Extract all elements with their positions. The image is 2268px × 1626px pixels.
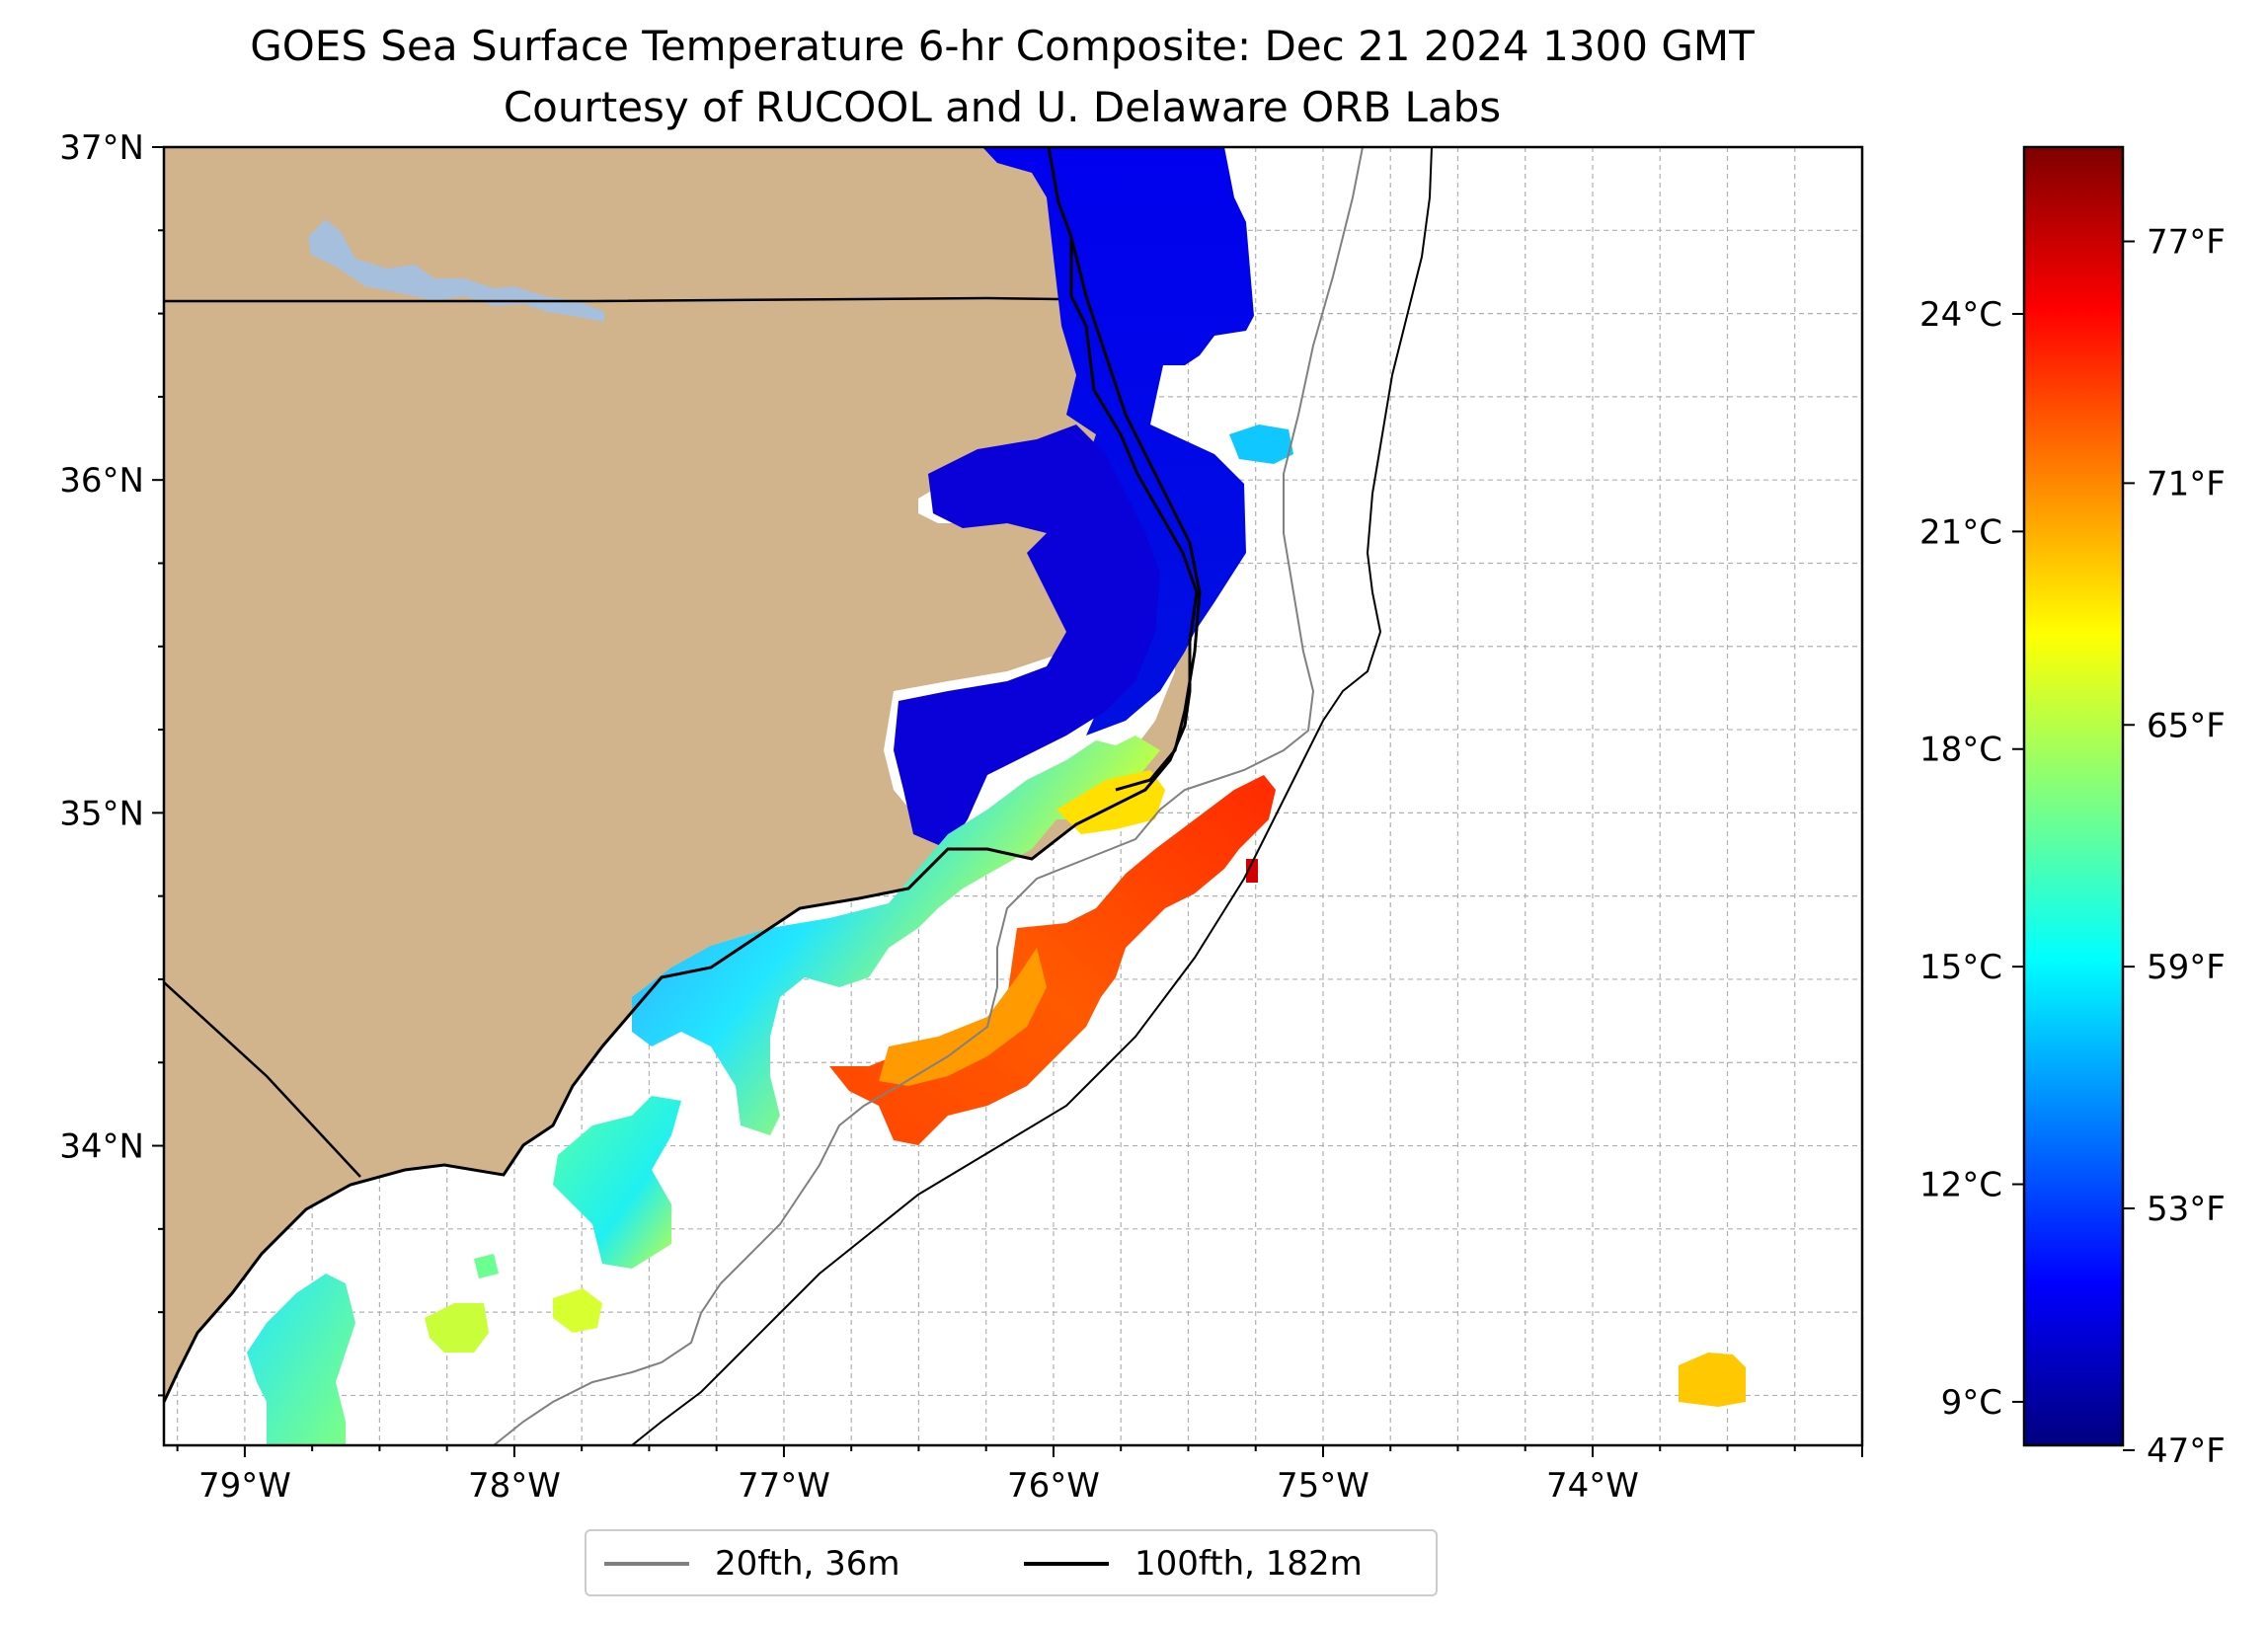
map-frame xyxy=(162,145,1864,1447)
celsius-tick-label: 15°C xyxy=(1919,948,2002,987)
fahrenheit-tick-label: 77°F xyxy=(2147,223,2226,263)
sst-gulf-fleck xyxy=(1246,859,1258,883)
state-border-nc-sc xyxy=(164,981,361,1178)
land-mass xyxy=(164,147,1197,1402)
y-tick-label: 35°N xyxy=(59,794,144,833)
y-tick-label: 34°N xyxy=(59,1127,144,1167)
fahrenheit-tick-label: 47°F xyxy=(2147,1432,2226,1471)
sst-capelookout-yellow xyxy=(1056,770,1165,834)
celsius-tick-label: 21°C xyxy=(1919,512,2002,552)
fahrenheit-tick-label: 59°F xyxy=(2147,948,2226,987)
legend: 20fth, 36m 100fth, 182m xyxy=(585,1529,1438,1596)
colorbar-ticks: 24°C 21°C 18°C 15°C 12°C 9°C 77°F 71°F 65°F 59°F 5… xyxy=(1919,223,2226,1471)
x-tick-label: 76°W xyxy=(1007,1466,1100,1506)
chart-title: GOES Sea Surface Temperature 6-hr Compos… xyxy=(250,22,1755,70)
celsius-tick-label: 24°C xyxy=(1919,295,2002,335)
sst-patch-south-a xyxy=(247,1274,355,1445)
x-tick-label: 74°W xyxy=(1546,1466,1639,1506)
celsius-tick-label: 12°C xyxy=(1919,1166,2002,1205)
fahrenheit-tick-label: 53°F xyxy=(2147,1190,2226,1229)
albemarle-lake xyxy=(308,219,604,322)
sst-patch-south-d xyxy=(474,1254,499,1278)
legend-swatch-100fth xyxy=(1024,1562,1109,1566)
sst-patch-south-b xyxy=(425,1303,489,1353)
sst-shelf-plume xyxy=(632,736,1160,1135)
celsius-tick-label: 18°C xyxy=(1919,731,2002,770)
y-tick-label: 36°N xyxy=(59,461,144,501)
isobath-100fth xyxy=(631,147,1433,1445)
sst-north-shelf xyxy=(982,147,1254,736)
y-tick-label: 37°N xyxy=(59,128,144,168)
legend-item-100fth: 100fth, 182m xyxy=(1024,1543,1363,1585)
isobath-20fth xyxy=(493,147,1364,1445)
x-tick-label: 78°W xyxy=(468,1466,561,1506)
sst-patch-east xyxy=(1679,1353,1746,1407)
coastline xyxy=(164,147,1199,1403)
sst-gulf-plume-orange xyxy=(879,948,1047,1086)
fahrenheit-tick-label: 71°F xyxy=(2147,464,2226,503)
colorbar-gradient xyxy=(2022,145,2125,1447)
sst-patch-south-c xyxy=(553,1288,602,1333)
outer-banks xyxy=(1069,236,1202,792)
map-axis-ticks: 79°W 78°W 77°W 76°W 75°W 74°W 37°N 36°N 35°N 34°N xyxy=(59,128,1863,1506)
legend-swatch-20fth xyxy=(604,1562,689,1566)
fahrenheit-tick-label: 65°F xyxy=(2147,706,2226,745)
chart-subtitle: Courtesy of RUCOOL and U. Delaware ORB L… xyxy=(503,83,1502,131)
sst-sounds xyxy=(894,425,1160,849)
legend-label-20fth: 20fth, 36m xyxy=(715,1544,900,1584)
x-tick-label: 79°W xyxy=(198,1466,291,1506)
legend-item-20fth: 20fth, 36m xyxy=(604,1543,900,1585)
state-border-va-nc xyxy=(164,296,1059,303)
x-tick-label: 75°W xyxy=(1277,1466,1369,1506)
celsius-tick-label: 9°C xyxy=(1941,1383,2002,1423)
sst-patch-northeast xyxy=(1229,425,1293,464)
x-tick-label: 77°W xyxy=(738,1466,830,1506)
sst-patch-onslow xyxy=(553,1096,681,1269)
legend-label-100fth: 100fth, 182m xyxy=(1134,1544,1363,1584)
